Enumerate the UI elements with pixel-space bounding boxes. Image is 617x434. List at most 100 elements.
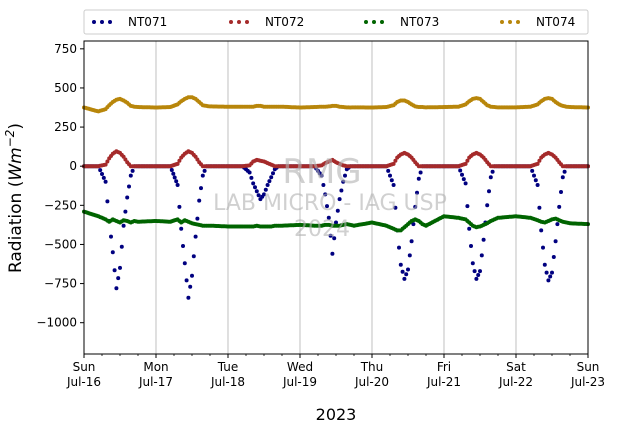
x-tick-date: Jul-20 xyxy=(354,375,389,389)
legend-label: NT073 xyxy=(400,15,439,29)
data-point xyxy=(197,198,202,203)
data-point xyxy=(402,276,407,281)
data-point xyxy=(202,168,207,173)
data-point xyxy=(535,183,540,187)
legend-entry: NT072 xyxy=(229,15,304,29)
data-point xyxy=(397,245,401,250)
data-point xyxy=(262,192,266,197)
data-point xyxy=(562,169,567,174)
data-point xyxy=(119,244,124,249)
legend-marker xyxy=(100,20,104,24)
y-axis-label: Radiation (Wm−2) xyxy=(3,123,26,273)
data-point xyxy=(116,276,121,281)
data-point xyxy=(98,168,103,173)
data-point xyxy=(391,161,396,166)
data-point xyxy=(112,268,117,273)
legend: NT071 NT072 NT073 NT074 xyxy=(83,9,589,35)
data-point xyxy=(557,204,562,209)
data-point xyxy=(195,216,200,221)
y-tick-label: −750 xyxy=(44,277,77,291)
data-point xyxy=(407,253,412,258)
data-point xyxy=(400,269,405,274)
series-NT072 xyxy=(82,149,590,169)
data-point xyxy=(481,237,486,242)
data-point xyxy=(319,173,324,178)
legend-marker xyxy=(229,20,233,24)
data-point xyxy=(488,175,493,180)
data-point xyxy=(193,234,198,239)
data-point xyxy=(328,233,333,238)
legend-marker xyxy=(380,20,384,24)
data-point xyxy=(560,175,565,180)
data-point xyxy=(105,159,110,164)
data-point xyxy=(539,228,544,233)
data-point xyxy=(413,204,418,209)
data-point xyxy=(546,278,551,283)
data-point xyxy=(541,245,545,250)
data-point xyxy=(409,239,414,244)
data-point xyxy=(175,183,180,187)
data-point xyxy=(535,161,540,166)
data-point xyxy=(479,253,484,258)
x-tick-date: Jul-18 xyxy=(210,375,245,389)
data-point xyxy=(109,234,113,239)
data-point xyxy=(179,226,184,231)
legend-items: NT071 NT072 NT073 NT074 xyxy=(92,15,575,29)
y-axis-label-prefix: Radiation ( xyxy=(6,181,26,273)
legend-label: NT074 xyxy=(536,15,575,29)
data-point xyxy=(416,176,421,181)
data-point xyxy=(550,270,554,275)
data-point xyxy=(191,254,196,259)
data-point xyxy=(415,190,419,195)
data-point xyxy=(559,190,563,194)
data-point xyxy=(184,278,189,283)
y-tick-label: 500 xyxy=(54,81,77,95)
data-point xyxy=(100,172,104,176)
data-point xyxy=(393,158,398,163)
data-point xyxy=(404,272,409,277)
legend-marker xyxy=(500,20,504,24)
data-point xyxy=(128,173,133,178)
x-tick-day: Tue xyxy=(217,360,239,374)
data-point xyxy=(265,183,270,187)
data-point xyxy=(418,170,423,175)
data-point xyxy=(553,239,558,244)
y-axis: 750 500 250 0 −250 −500 −750 −1000 xyxy=(36,42,84,330)
legend-marker xyxy=(372,20,376,24)
x-tick-date: Jul-19 xyxy=(282,375,317,389)
data-point xyxy=(487,189,491,194)
data-point xyxy=(130,168,135,173)
data-point xyxy=(175,161,180,166)
data-point xyxy=(388,173,392,178)
legend-entry: NT073 xyxy=(364,15,439,29)
data-point xyxy=(127,184,131,189)
data-point xyxy=(325,204,329,209)
data-point xyxy=(199,186,203,191)
x-tick-day: Fri xyxy=(437,360,451,374)
series-NT073 xyxy=(82,209,590,233)
data-point xyxy=(463,181,468,186)
data-point xyxy=(256,193,261,198)
y-tick-label: −1000 xyxy=(36,316,77,330)
legend-label: NT071 xyxy=(128,15,167,29)
data-point xyxy=(469,244,473,248)
data-point xyxy=(465,158,470,163)
data-point xyxy=(200,173,205,178)
data-point xyxy=(186,295,191,300)
data-point xyxy=(174,179,179,184)
data-point xyxy=(467,226,472,231)
data-point xyxy=(411,222,416,227)
data-point xyxy=(326,215,331,220)
x-tick-day: Wed xyxy=(287,360,313,374)
data-point xyxy=(247,170,252,175)
data-point xyxy=(339,188,344,193)
data-point xyxy=(267,179,272,184)
data-point xyxy=(337,197,342,202)
legend-label: NT072 xyxy=(265,15,304,29)
y-tick-label: −250 xyxy=(44,198,77,212)
data-point xyxy=(190,273,194,278)
data-point xyxy=(263,187,268,192)
watermark: RMG LAB MICRO - IAG USP 2024 xyxy=(213,152,447,242)
data-point xyxy=(172,175,177,180)
data-point xyxy=(177,158,182,163)
